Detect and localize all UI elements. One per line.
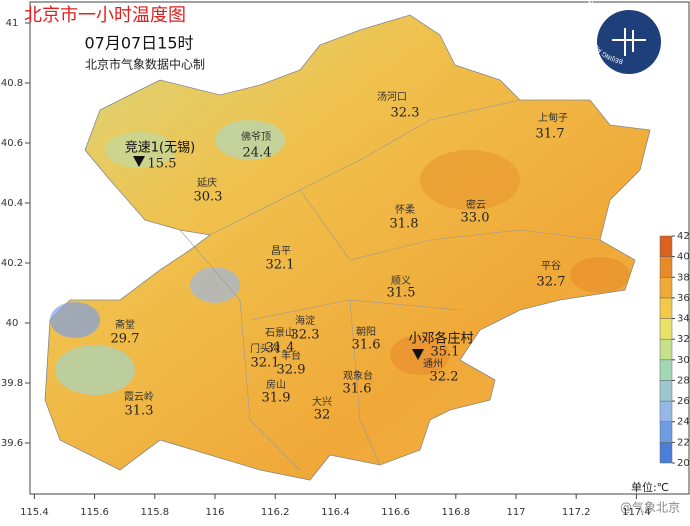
colorbar-label: 38	[677, 272, 690, 283]
y-tick-label: 40.4	[1, 198, 23, 209]
y-tick-label: 40.6	[1, 138, 23, 149]
x-tick-label: 116	[205, 507, 224, 518]
extreme-value: 35.1	[431, 345, 460, 360]
colorbar-segment	[659, 380, 673, 402]
y-tick-label: 40.8	[1, 78, 23, 89]
station-name: 斋堂	[115, 318, 135, 331]
station-name: 怀柔	[395, 204, 415, 216]
station-name: 丰台	[281, 349, 301, 362]
extreme-marker	[133, 156, 145, 167]
extreme-value: 15.5	[148, 157, 177, 172]
station-value: 32.3	[391, 106, 420, 121]
station-value: 31.9	[262, 391, 291, 406]
colorbar-segment	[659, 400, 673, 422]
colorbar-label: 26	[677, 396, 690, 407]
colorbar-segment	[659, 297, 673, 319]
station-name: 顺义	[391, 275, 411, 287]
colorbar-segment	[659, 318, 673, 340]
station-name: 大兴	[312, 395, 332, 408]
y-tick-label: 40.2	[1, 258, 23, 269]
station-value: 32.1	[266, 258, 295, 273]
station-name: 平谷	[541, 260, 561, 272]
frame	[29, 1, 690, 495]
colorbar-label: 30	[677, 355, 690, 366]
extreme-marker	[412, 349, 424, 360]
colorbar-segment	[659, 442, 673, 464]
colorbar-label: 20	[677, 458, 690, 469]
station-name: 昌平	[271, 245, 291, 257]
y-tick-label: 39.6	[1, 438, 23, 449]
station-value: 31.5	[387, 286, 416, 301]
colorbar-segment	[659, 277, 673, 299]
station-value: 31.3	[125, 404, 154, 419]
colorbar-segment	[659, 359, 673, 381]
station-name: 汤河口	[377, 90, 407, 103]
colorbar-label: 24	[677, 417, 690, 428]
x-tick-label: 115.6	[80, 507, 109, 518]
district-borders	[179, 99, 601, 471]
temp-shading	[50, 120, 630, 395]
watermark: @气象北京	[620, 500, 680, 515]
station-value: 31.7	[536, 127, 565, 142]
station-value: 30.3	[194, 190, 223, 205]
x-tick-label: 115.4	[20, 507, 49, 518]
station-value: 24.4	[243, 146, 272, 161]
station-value: 32.2	[430, 370, 459, 385]
colorbar-label: 42	[677, 231, 690, 242]
unit: 单位:℃	[631, 480, 669, 494]
station-name: 佛爷顶	[241, 130, 271, 143]
colorbar-label: 28	[677, 375, 690, 386]
x-tick-label: 117	[506, 507, 525, 518]
colorbar-label: 34	[677, 314, 690, 325]
station-value: 31.4	[266, 341, 295, 356]
station-value: 33.0	[461, 211, 490, 226]
time: 07月07日15时	[84, 34, 193, 53]
colorbar-segment	[659, 338, 673, 361]
producer: 北京市气象数据中心制	[85, 57, 205, 72]
colorbar-label: 22	[677, 437, 690, 448]
station-value: 31.6	[352, 338, 381, 353]
logo: BEIJING METEOROLOGICAL SERVICE	[583, 0, 661, 74]
colorbar-label: 32	[677, 334, 690, 345]
extreme-name: 小邓各庄村	[408, 331, 473, 347]
station-value: 32.1	[251, 356, 280, 371]
station-name: 延庆	[197, 176, 217, 189]
station-name: 房山	[266, 378, 286, 391]
colorbar-segment	[659, 235, 673, 257]
x-tick-label: 116.6	[381, 507, 410, 518]
colorbar-label: 36	[677, 293, 690, 304]
colorbar-segment	[659, 256, 673, 278]
station-name: 上甸子	[538, 111, 568, 124]
x-tick-label: 116.2	[261, 507, 290, 518]
x-tick-label: 116.4	[321, 507, 350, 518]
y-tick-label: 41	[6, 18, 19, 29]
station-name: 观象台	[343, 369, 373, 382]
station-value: 32.7	[537, 275, 566, 290]
colorbar-label: 40	[677, 252, 690, 263]
y-tick-label: 39.8	[1, 378, 23, 389]
station-name: 石景山	[265, 327, 295, 339]
x-tick-label: 116.8	[441, 507, 470, 518]
station-name: 通州	[423, 358, 443, 370]
station-value: 32	[314, 408, 331, 423]
station-value: 32.3	[291, 328, 320, 343]
station-name: 门头沟	[250, 342, 280, 355]
station-name: 朝阳	[356, 326, 376, 338]
station-name: 霞云岭	[124, 390, 154, 403]
colorbar-segment	[659, 421, 673, 443]
title: 北京市一小时温度图	[24, 5, 186, 26]
y-tick-label: 40	[6, 318, 19, 329]
x-tick-label: 115.8	[140, 507, 169, 518]
station-value: 29.7	[111, 332, 140, 347]
extreme-name: 竞速1(无锡)	[125, 140, 195, 156]
x-tick-label: 117.2	[562, 507, 591, 518]
station-value: 32.9	[277, 363, 306, 378]
station-value: 31.8	[390, 217, 419, 232]
station-name: 密云	[466, 198, 486, 211]
station-name: 海淀	[295, 314, 315, 327]
x-tick-label: 117.4	[622, 507, 651, 518]
station-value: 31.6	[343, 382, 372, 397]
